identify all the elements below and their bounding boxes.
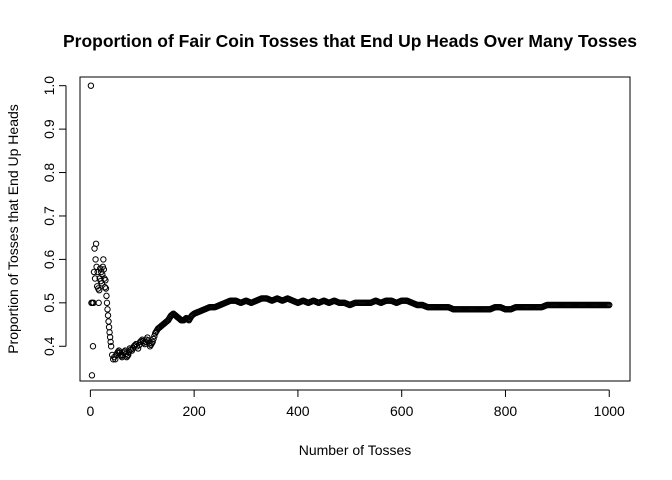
y-tick-label: 0.6: [41, 249, 57, 269]
data-point: [103, 292, 110, 300]
data-point: [95, 287, 103, 294]
y-axis: 0.4 0.5 0.6 0.7 0.8 0.9 1.0: [41, 76, 67, 356]
y-tick-label: 0.8: [41, 163, 57, 183]
data-point: [100, 256, 107, 263]
data-point: [92, 240, 100, 247]
data-point: [88, 372, 96, 379]
data-point: [90, 268, 98, 276]
plot-frame: [79, 76, 631, 382]
data-point: [103, 299, 111, 307]
data-point: [124, 352, 131, 360]
data-point: [107, 343, 115, 350]
x-tick-label: 600: [390, 403, 414, 419]
data-point: [106, 333, 114, 341]
y-tick-label: 0.5: [41, 293, 57, 313]
x-tick-label: 400: [286, 403, 310, 419]
x-axis: 0 200 400 600 800 1000: [86, 389, 625, 419]
chart-title: Proportion of Fair Coin Tosses that End …: [63, 31, 637, 51]
y-tick-label: 0.9: [41, 119, 57, 139]
x-tick-label: 0: [86, 403, 94, 419]
x-tick-label: 200: [182, 403, 206, 419]
data-point: [100, 266, 108, 273]
data-point: [101, 283, 109, 291]
data-point: [145, 340, 153, 347]
data-point: [104, 306, 111, 313]
data-point: [87, 82, 95, 89]
data-point: [125, 351, 132, 359]
x-tick-label: 800: [494, 403, 518, 419]
x-axis-label: Number of Tosses: [299, 442, 412, 458]
y-tick-label: 0.7: [41, 206, 57, 226]
data-point: [112, 356, 119, 363]
data-point: [149, 338, 156, 346]
data-point: [102, 277, 109, 284]
data-point: [106, 329, 113, 336]
y-tick-label: 0.4: [41, 336, 57, 356]
data-point: [107, 338, 114, 346]
data-point: [102, 285, 110, 292]
x-tick-label: 1000: [594, 403, 625, 419]
data-point: [184, 315, 191, 322]
data-point: [150, 335, 157, 343]
data-point: [606, 301, 613, 309]
data-points: [87, 82, 613, 379]
data-point: [95, 299, 102, 307]
data-point: [104, 312, 112, 319]
data-point: [89, 343, 97, 350]
data-point: [105, 323, 113, 331]
data-point: [134, 345, 142, 352]
y-axis-label: Proportion of Tosses that End Up Heads: [5, 104, 21, 354]
data-point: [144, 334, 151, 341]
data-point: [92, 256, 99, 263]
y-tick-label: 1.0: [41, 76, 57, 96]
data-point: [91, 275, 99, 282]
data-point: [105, 318, 112, 325]
